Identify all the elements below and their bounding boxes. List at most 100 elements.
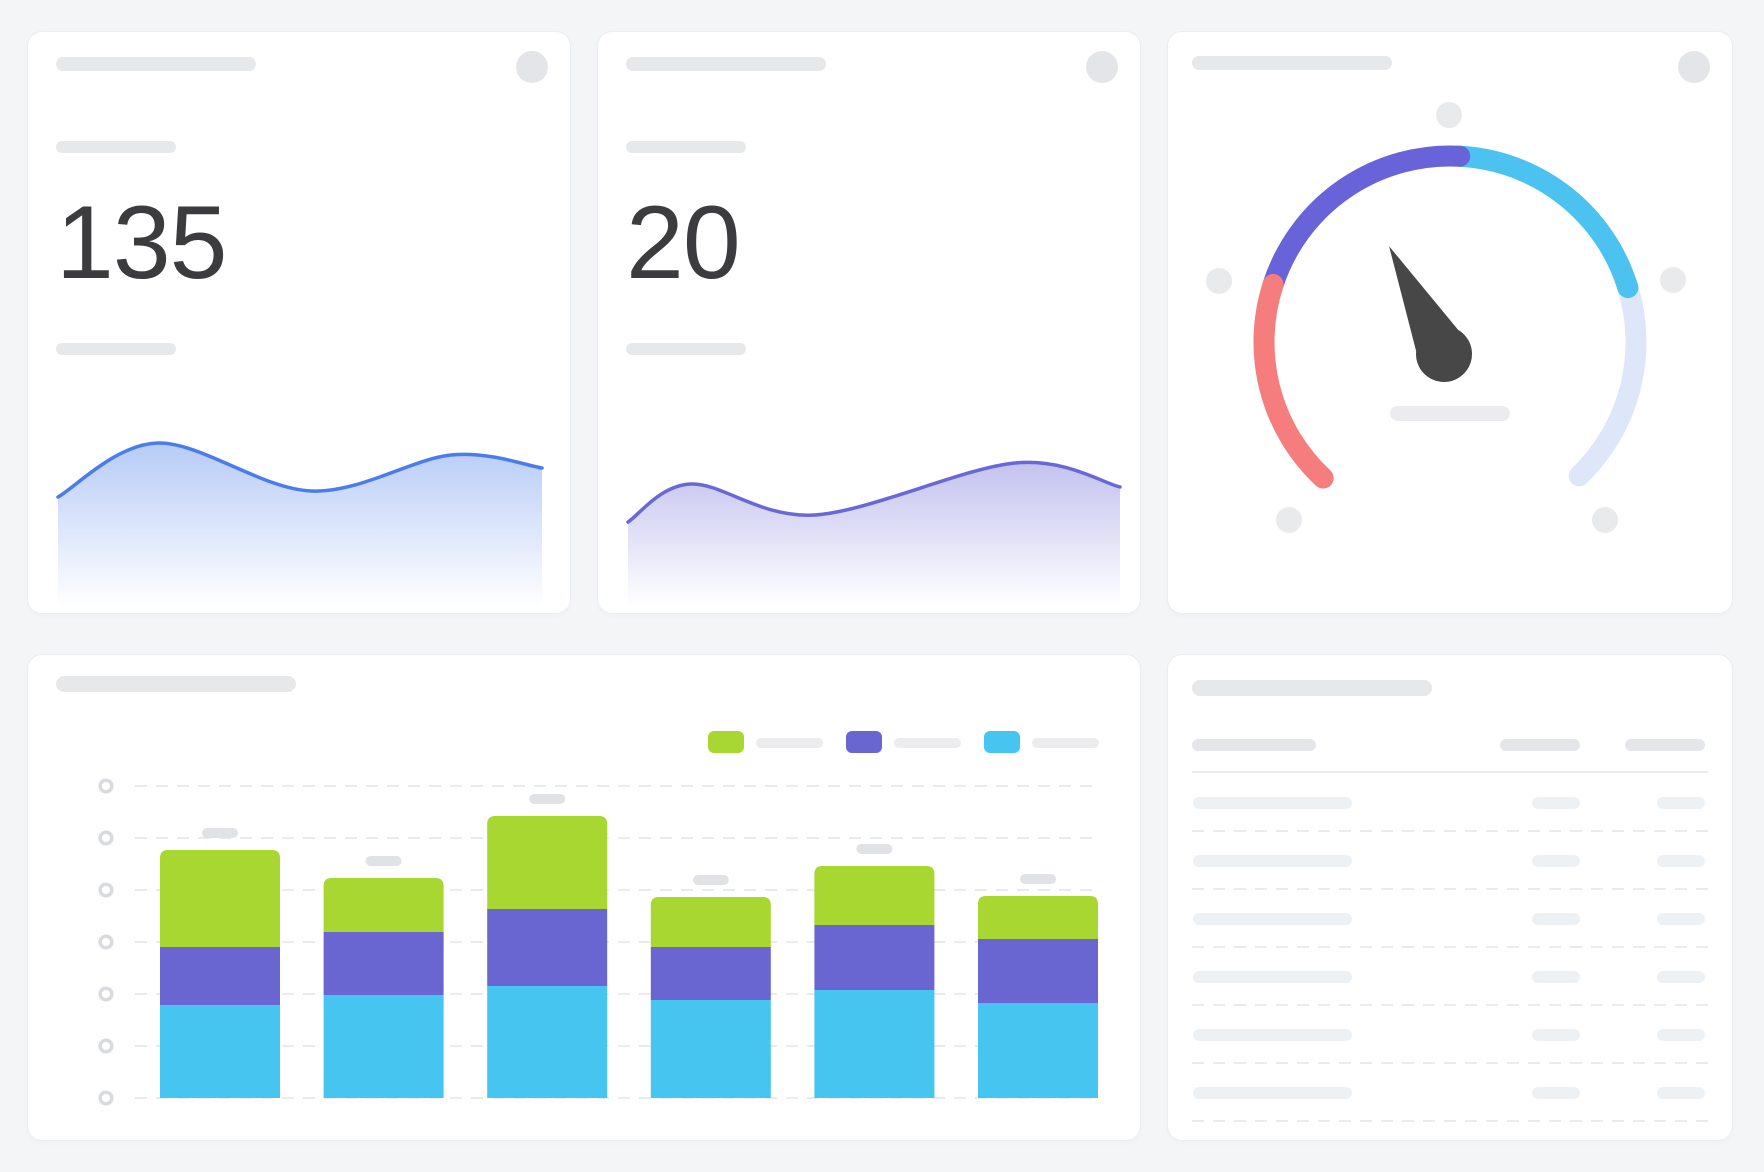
caption-placeholder (56, 343, 176, 355)
bar-segment-green (814, 866, 935, 925)
bar-segment-green (323, 878, 444, 932)
table-header-placeholder (1500, 739, 1580, 751)
table-cell-placeholder (1657, 913, 1705, 925)
sparkline-fill (628, 462, 1120, 607)
table-cell-placeholder (1193, 913, 1352, 925)
bar-label-placeholder (529, 794, 566, 804)
bar-segment-green (978, 896, 1098, 939)
axis-tick-ring (98, 934, 114, 950)
bar-segment-purple (978, 939, 1098, 1003)
table-cell-placeholder (1532, 971, 1580, 983)
card-menu-icon-placeholder (1678, 51, 1710, 83)
axis-tick-ring (98, 830, 114, 846)
needle-hub (1416, 326, 1472, 382)
sparkline-line (626, 460, 1122, 524)
bar-chart-card (28, 655, 1140, 1140)
bar-label-placeholder (202, 828, 238, 838)
caption-placeholder (626, 343, 746, 355)
table-cell-placeholder (1193, 1087, 1352, 1099)
gauge-tick-dot (1206, 268, 1232, 294)
table-cell-placeholder (1657, 855, 1705, 867)
gauge-tick-dot (1660, 267, 1686, 293)
table-row-divider (1192, 946, 1708, 948)
gauge-value-placeholder (1390, 406, 1510, 421)
gauge-segment-purple (1262, 145, 1471, 296)
table-row-divider (1192, 1120, 1708, 1122)
table-header-placeholder (1625, 739, 1705, 751)
bar-segment-purple (650, 947, 771, 1000)
stacked-bar-chart (98, 778, 1100, 1106)
table-cell-placeholder (1657, 1029, 1705, 1041)
table-cell-placeholder (1193, 855, 1352, 867)
table-header-divider (1192, 771, 1708, 773)
bar-segment-green (160, 850, 280, 947)
bar-label-placeholder (856, 844, 893, 854)
title-placeholder (626, 57, 826, 71)
table-cell-placeholder (1193, 971, 1352, 983)
gauge-segment-red (1253, 274, 1334, 489)
table-row-divider (1192, 1004, 1708, 1006)
title-placeholder (1192, 680, 1432, 696)
table-cell-placeholder (1532, 797, 1580, 809)
bar-segment-cyan (160, 1005, 280, 1098)
table-cell-placeholder (1193, 797, 1352, 809)
legend-label-placeholder (756, 738, 823, 748)
bar-segment-cyan (978, 1003, 1098, 1098)
table-cell-placeholder (1532, 855, 1580, 867)
card-menu-icon-placeholder (516, 51, 548, 83)
table-cell-placeholder (1657, 1087, 1705, 1099)
bar-segment-cyan (487, 986, 608, 1098)
axis-tick-ring (98, 986, 114, 1002)
stat-card-1: 135 (28, 32, 570, 613)
sparkline-line (56, 441, 544, 499)
bar-segment-purple (814, 925, 935, 990)
title-placeholder (1192, 56, 1392, 70)
table-row-divider (1192, 1062, 1708, 1064)
stat-card-2: 20 (598, 32, 1140, 613)
axis-tick-ring (98, 882, 114, 898)
gauge-card (1168, 32, 1732, 613)
legend-label-placeholder (894, 738, 961, 748)
table-card (1168, 655, 1732, 1140)
gauge-needle (1389, 246, 1472, 382)
table-row-divider (1192, 830, 1708, 832)
bar-segment-cyan (814, 990, 935, 1098)
axis-tick-ring (98, 1038, 114, 1054)
title-placeholder (56, 676, 296, 692)
stat-2-sparkline-chart (626, 460, 1122, 607)
table-cell-placeholder (1532, 1029, 1580, 1041)
sparkline-fill (58, 442, 542, 607)
bar-segment-green (487, 816, 608, 909)
legend-label-placeholder (1032, 738, 1099, 748)
bar-label-placeholder (1020, 874, 1056, 884)
axis-tick-ring (98, 778, 114, 794)
label-placeholder (626, 141, 746, 153)
needle-pointer (1389, 246, 1460, 354)
bar-label-placeholder (692, 875, 729, 885)
table-cell-placeholder (1193, 1029, 1352, 1041)
legend-swatch-green (708, 731, 744, 753)
legend-swatch-cyan (984, 731, 1020, 753)
axis-tick-ring (98, 1090, 114, 1106)
bar-segment-purple (323, 932, 444, 995)
stat-1-sparkline-chart (56, 441, 544, 607)
stat-value: 135 (56, 185, 228, 301)
table-header-placeholder (1192, 739, 1316, 751)
title-placeholder (56, 57, 256, 71)
gauge-tick-dot (1592, 507, 1618, 533)
table-cell-placeholder (1657, 797, 1705, 809)
table-cell-placeholder (1657, 971, 1705, 983)
card-menu-icon-placeholder (1086, 51, 1118, 83)
table-cell-placeholder (1532, 913, 1580, 925)
bar-segment-green (650, 897, 771, 947)
table-cell-placeholder (1532, 1087, 1580, 1099)
bar-label-placeholder (365, 856, 402, 866)
bar-segment-purple (160, 947, 280, 1005)
gauge-segment-cyan (1449, 145, 1639, 299)
bar-segment-cyan (323, 995, 444, 1098)
stat-value: 20 (626, 185, 741, 301)
gauge-tick-dot (1436, 102, 1462, 128)
bar-segment-purple (487, 909, 608, 986)
gauge-tick-dot (1276, 507, 1302, 533)
legend-swatch-purple (846, 731, 882, 753)
